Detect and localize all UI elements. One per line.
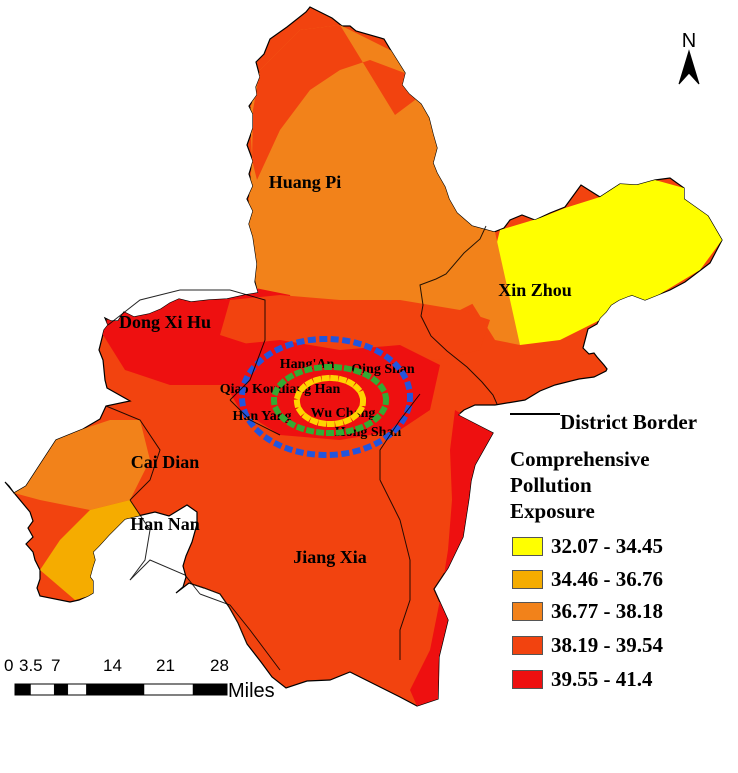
svg-text:7: 7: [51, 656, 60, 675]
svg-text:21: 21: [156, 656, 175, 675]
svg-text:Miles: Miles: [228, 680, 275, 702]
svg-text:14: 14: [103, 656, 122, 675]
svg-text:Wu Chang: Wu Chang: [311, 406, 376, 421]
svg-text:3.5: 3.5: [19, 656, 43, 675]
svg-text:28: 28: [210, 656, 229, 675]
svg-text:0: 0: [4, 656, 13, 675]
svg-text:Huang Pi: Huang Pi: [269, 172, 342, 192]
svg-text:Xin Zhou: Xin Zhou: [498, 280, 572, 300]
svg-text:N: N: [682, 30, 696, 52]
svg-text:Jiang Xia: Jiang Xia: [293, 547, 367, 567]
svg-text:Dong Xi Hu: Dong Xi Hu: [119, 312, 211, 332]
svg-text:Cai Dian: Cai Dian: [131, 452, 200, 472]
svg-text:Han Nan: Han Nan: [130, 514, 200, 534]
